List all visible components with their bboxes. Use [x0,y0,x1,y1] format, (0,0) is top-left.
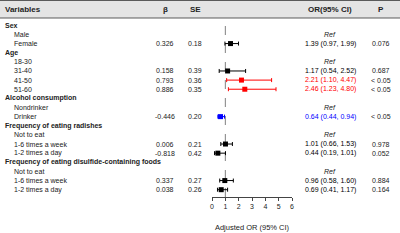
svg-text:1.17 (0.54, 2.52): 1.17 (0.54, 2.52) [305,67,356,75]
svg-text:0.158: 0.158 [156,67,174,74]
svg-text:Nondrinker: Nondrinker [14,104,49,111]
svg-text:0.96 (0.58, 1.60): 0.96 (0.58, 1.60) [305,177,356,185]
svg-text:Male: Male [14,31,29,38]
svg-text:0.886: 0.886 [156,86,174,93]
svg-text:51-60: 51-60 [14,86,32,93]
svg-text:18-30: 18-30 [14,58,32,65]
svg-text:1-2 times a day: 1-2 times a day [14,149,62,157]
svg-text:0.64 (0.44, 0.94): 0.64 (0.44, 0.94) [305,113,356,121]
svg-text:Female: Female [14,40,37,47]
svg-text:Ref: Ref [324,131,336,138]
svg-text:Variables: Variables [5,5,41,14]
svg-text:0.076: 0.076 [372,40,390,47]
svg-text:0.687: 0.687 [372,67,390,74]
svg-text:Ref: Ref [324,31,336,38]
svg-text:0.35: 0.35 [188,86,202,93]
svg-text:0.326: 0.326 [156,40,174,47]
svg-text:1-6 times a week: 1-6 times a week [14,177,67,184]
svg-text:0.793: 0.793 [156,77,174,84]
svg-text:0.164: 0.164 [372,186,390,193]
svg-text:0.006: 0.006 [156,141,174,148]
svg-text:2.21 (1.10, 4.47): 2.21 (1.10, 4.47) [305,76,356,84]
svg-text:0.42: 0.42 [188,150,202,157]
svg-text:0: 0 [210,203,214,210]
svg-text:Not to eat: Not to eat [14,168,44,175]
svg-text:0.20: 0.20 [188,113,202,120]
svg-text:Sex: Sex [5,22,18,29]
svg-text:0.884: 0.884 [372,177,390,184]
svg-text:Ref: Ref [324,104,336,111]
svg-text:0.052: 0.052 [372,150,390,157]
svg-text:0.26: 0.26 [188,186,202,193]
svg-text:< 0.05: < 0.05 [371,113,391,120]
svg-text:4: 4 [263,203,267,210]
svg-text:6: 6 [290,203,294,210]
svg-text:0.36: 0.36 [188,77,202,84]
svg-text:Ref: Ref [324,168,336,175]
svg-text:Frequency of eating radishes: Frequency of eating radishes [5,122,102,130]
svg-text:0.44 (0.19, 1.01): 0.44 (0.19, 1.01) [305,149,356,157]
svg-text:Frequency of eating disulfide-: Frequency of eating disulfide-containing… [5,158,161,166]
svg-text:1: 1 [223,203,227,210]
svg-text:0.27: 0.27 [188,177,202,184]
svg-text:SE: SE [190,5,201,14]
svg-text:Not to eat: Not to eat [14,131,44,138]
svg-text:0.69 (0.41, 1.17): 0.69 (0.41, 1.17) [305,186,356,194]
svg-text:-0.818: -0.818 [155,150,175,157]
svg-text:< 0.05: < 0.05 [371,77,391,84]
svg-text:3: 3 [250,203,254,210]
svg-text:2.46 (1.23, 4.80): 2.46 (1.23, 4.80) [305,85,356,93]
svg-text:Age: Age [5,49,18,57]
svg-text:0.18: 0.18 [188,40,202,47]
svg-text:Ref: Ref [324,58,336,65]
svg-text:5: 5 [277,203,281,210]
svg-text:31-40: 31-40 [14,67,32,74]
svg-text:1-6 times a week: 1-6 times a week [14,141,67,148]
svg-text:0.978: 0.978 [372,141,390,148]
svg-text:Drinker: Drinker [14,113,37,120]
svg-text:Adjusted OR (95% CI): Adjusted OR (95% CI) [215,223,290,232]
svg-text:0.337: 0.337 [156,177,174,184]
svg-text:P: P [378,5,384,14]
svg-text:1-2 times a day: 1-2 times a day [14,186,62,194]
svg-text:< 0.05: < 0.05 [371,86,391,93]
svg-text:1.01 (0.66, 1.53): 1.01 (0.66, 1.53) [305,140,356,148]
svg-text:OR(95% CI): OR(95% CI) [308,5,352,14]
svg-text:2: 2 [237,203,241,210]
svg-text:β: β [163,5,168,14]
svg-text:Alcohol consumption: Alcohol consumption [5,94,77,102]
svg-text:0.39: 0.39 [188,67,202,74]
svg-text:-0.446: -0.446 [155,113,175,120]
svg-text:1.39 (0.97, 1.99): 1.39 (0.97, 1.99) [305,40,356,48]
svg-text:0.038: 0.038 [156,186,174,193]
svg-text:41-50: 41-50 [14,77,32,84]
svg-text:0.21: 0.21 [188,141,202,148]
